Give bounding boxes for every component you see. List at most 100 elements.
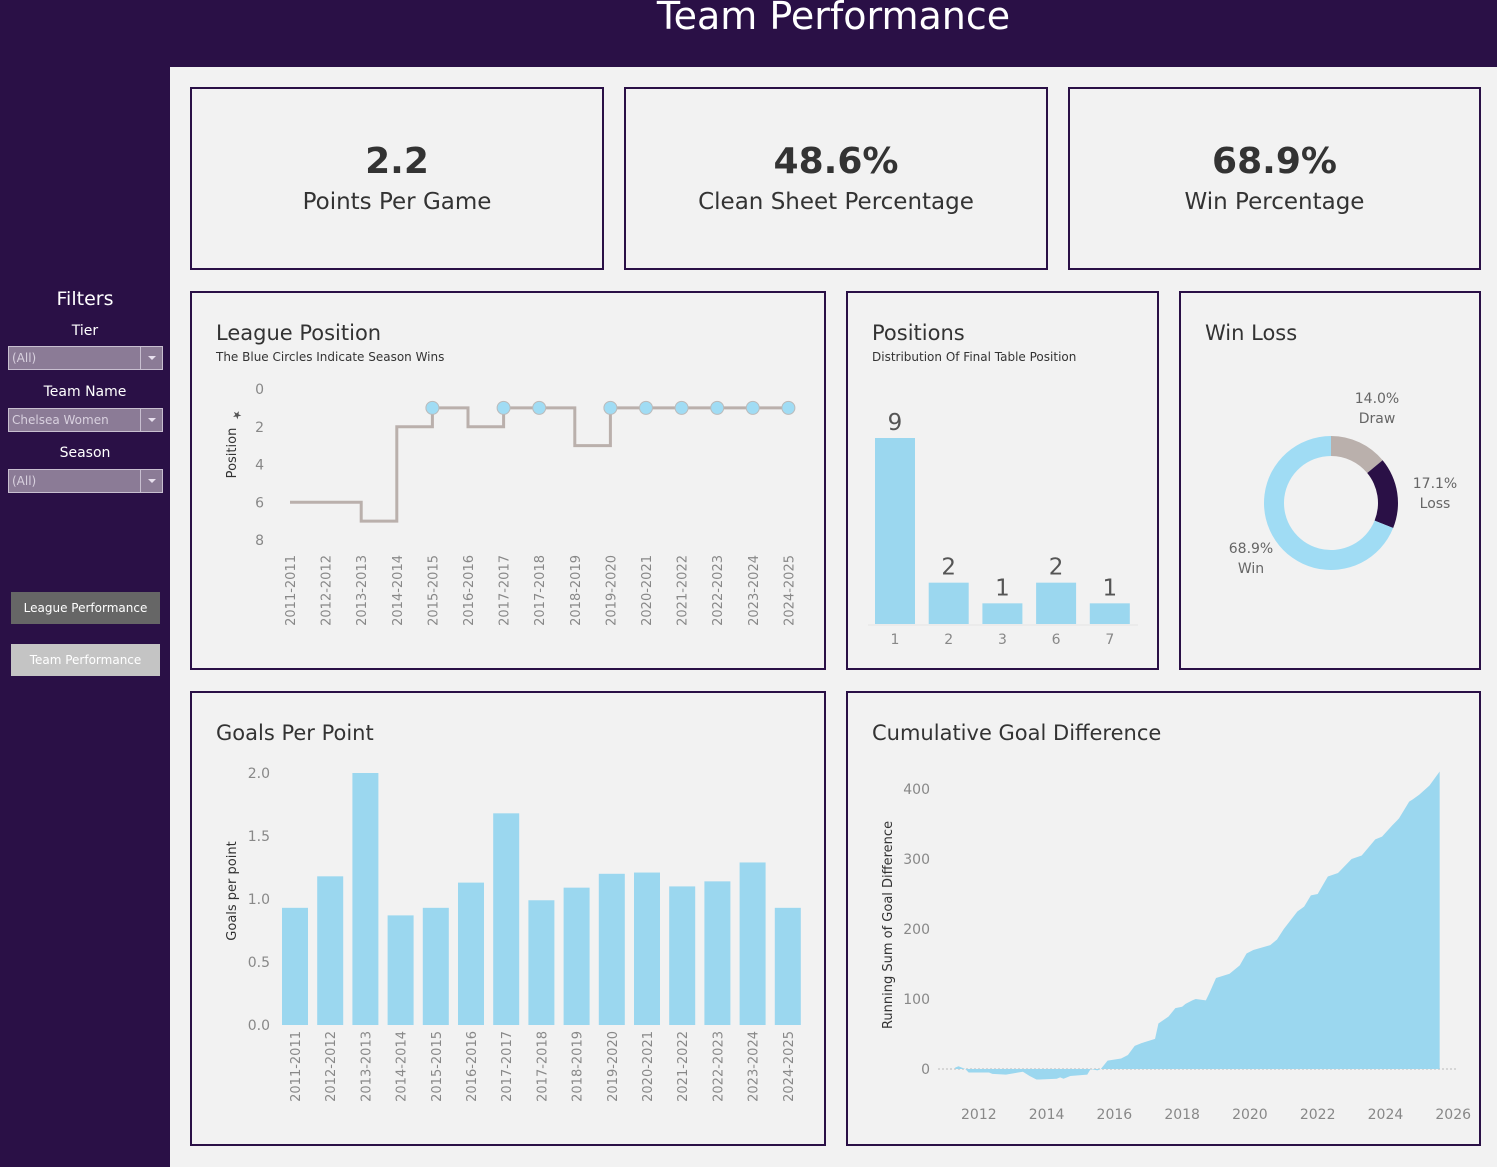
- league-position-chart: 0 2 4 6 8 Position ★ 2011-2011 2012-2012 2013-201…: [225, 382, 797, 626]
- tier-filter-label: Tier: [71, 323, 99, 339]
- x-tick-label: 2020-2021: [640, 555, 655, 626]
- chevron-down-icon[interactable]: [140, 470, 162, 492]
- bar: [704, 881, 731, 1025]
- bar: [528, 900, 555, 1025]
- x-tick-label: 2014: [1029, 1107, 1065, 1123]
- chevron-down-icon[interactable]: [140, 347, 162, 369]
- season-win-marker: [496, 400, 511, 415]
- y-tick-label: 0: [255, 382, 264, 398]
- x-tick-label: 2014-2014: [391, 555, 406, 626]
- y-tick-label: 0.5: [248, 955, 270, 971]
- x-tick-label: 6: [1052, 632, 1061, 648]
- y-axis-label: Goals per point: [225, 841, 240, 940]
- bar: [493, 813, 520, 1025]
- y-tick-label: 0.0: [248, 1018, 270, 1034]
- bar: [928, 582, 969, 624]
- x-tick-label: 2: [944, 632, 953, 648]
- bar: [739, 862, 766, 1025]
- bar: [982, 603, 1023, 624]
- chevron-down-icon[interactable]: [140, 409, 162, 431]
- bar: [634, 872, 660, 1025]
- x-tick-label: 2016-2016: [462, 555, 477, 626]
- y-tick-label: 1.0: [248, 892, 270, 908]
- y-axis-label: Running Sum of Goal Difference: [881, 821, 896, 1029]
- data-label: 1: [995, 575, 1010, 601]
- kpi-card-points-per-game: 2.2 Points Per Game: [190, 87, 604, 270]
- bar: [875, 438, 915, 624]
- bar: [352, 773, 379, 1025]
- win-loss-card: Win Loss 14.0% Draw 17.1% Loss 68.9% Win: [1179, 291, 1481, 670]
- kpi-label: Clean Sheet Percentage: [698, 189, 974, 215]
- x-tick-label: 2019-2020: [606, 1031, 621, 1102]
- y-tick-label: 6: [255, 495, 264, 511]
- bar: [422, 907, 449, 1025]
- kpi-label: Win Percentage: [1184, 189, 1365, 215]
- slice-percent-label: 14.0%: [1355, 391, 1399, 407]
- y-tick-label: 400: [903, 782, 930, 798]
- data-label: 1: [1102, 575, 1117, 601]
- x-tick-label: 2014-2014: [395, 1031, 410, 1102]
- x-tick-label: 3: [998, 632, 1007, 648]
- x-tick-label: 2021-2022: [676, 1031, 691, 1102]
- y-tick-label: 4: [255, 458, 264, 474]
- season-filter-value: (All): [12, 474, 37, 488]
- kpi-value: 2.2: [365, 141, 429, 182]
- donut-slice-win: [1264, 436, 1394, 570]
- x-tick-label: 2022-2023: [711, 1031, 726, 1102]
- cumulative-goal-difference-card: Cumulative Goal Difference 0 100 200 300 400…: [846, 691, 1481, 1146]
- team-name-filter-dropdown[interactable]: Chelsea Women: [8, 408, 163, 432]
- y-axis-label: Position: [225, 428, 240, 479]
- x-tick-label: 2021-2022: [676, 555, 691, 626]
- y-tick-label: 2.0: [248, 766, 270, 782]
- x-tick-label: 2011-2011: [284, 555, 299, 626]
- x-tick-label: 2012-2012: [320, 555, 335, 626]
- kpi-value: 68.9%: [1212, 141, 1337, 182]
- page-title: Team Performance: [656, 0, 1011, 38]
- footer-strip: [170, 1160, 1497, 1167]
- chart-subtitle: The Blue Circles Indicate Season Wins: [216, 350, 445, 364]
- season-win-marker: [425, 400, 440, 415]
- tier-filter-dropdown[interactable]: (All): [8, 346, 163, 370]
- bar: [282, 907, 308, 1025]
- bar: [387, 915, 414, 1025]
- x-tick-label: 2012-2012: [324, 1031, 339, 1102]
- chart-title: Goals Per Point: [216, 721, 374, 745]
- x-tick-label: 2013-2013: [355, 555, 370, 626]
- chart-title: League Position: [216, 321, 382, 345]
- x-tick-label: 2018-2019: [569, 555, 584, 626]
- x-tick-label: 2017-2018: [533, 555, 548, 626]
- positions-card: Positions Distribution Of Final Table Po…: [846, 291, 1159, 670]
- bar: [1036, 582, 1077, 624]
- x-tick-label: 2017-2017: [498, 555, 513, 626]
- x-tick-label: 2018-2019: [571, 1031, 586, 1102]
- bar: [669, 886, 696, 1025]
- bar: [563, 887, 590, 1025]
- data-label: 2: [941, 555, 956, 581]
- team-performance-button[interactable]: Team Performance: [11, 644, 160, 676]
- filters-title: Filters: [56, 288, 114, 310]
- kpi-label: Points Per Game: [302, 189, 492, 215]
- cumulative-area: [955, 771, 1440, 1080]
- data-label: 9: [888, 410, 903, 436]
- bar: [774, 907, 801, 1025]
- bar: [317, 876, 344, 1025]
- y-tick-label: 0: [921, 1062, 930, 1078]
- y-tick-label: 300: [903, 852, 930, 868]
- season-filter-dropdown[interactable]: (All): [8, 469, 163, 493]
- kpi-card-win-percentage: 68.9% Win Percentage: [1068, 87, 1481, 270]
- y-tick-label: 2: [255, 420, 264, 436]
- season-filter-label: Season: [59, 445, 111, 461]
- bar: [458, 882, 484, 1025]
- bar: [598, 873, 625, 1025]
- league-performance-button[interactable]: League Performance: [11, 592, 160, 624]
- y-tick-label: 1.5: [248, 829, 270, 845]
- kpi-value: 48.6%: [773, 141, 899, 182]
- x-tick-label: 2012: [961, 1107, 997, 1123]
- x-tick-label: 2023-2024: [747, 555, 762, 626]
- season-win-marker: [639, 400, 653, 415]
- y-tick-label: 8: [255, 533, 264, 549]
- tier-filter-value: (All): [12, 351, 37, 365]
- season-win-marker: [745, 400, 760, 415]
- x-tick-label: 2022-2023: [711, 555, 726, 626]
- team-name-filter-value: Chelsea Women: [12, 413, 109, 427]
